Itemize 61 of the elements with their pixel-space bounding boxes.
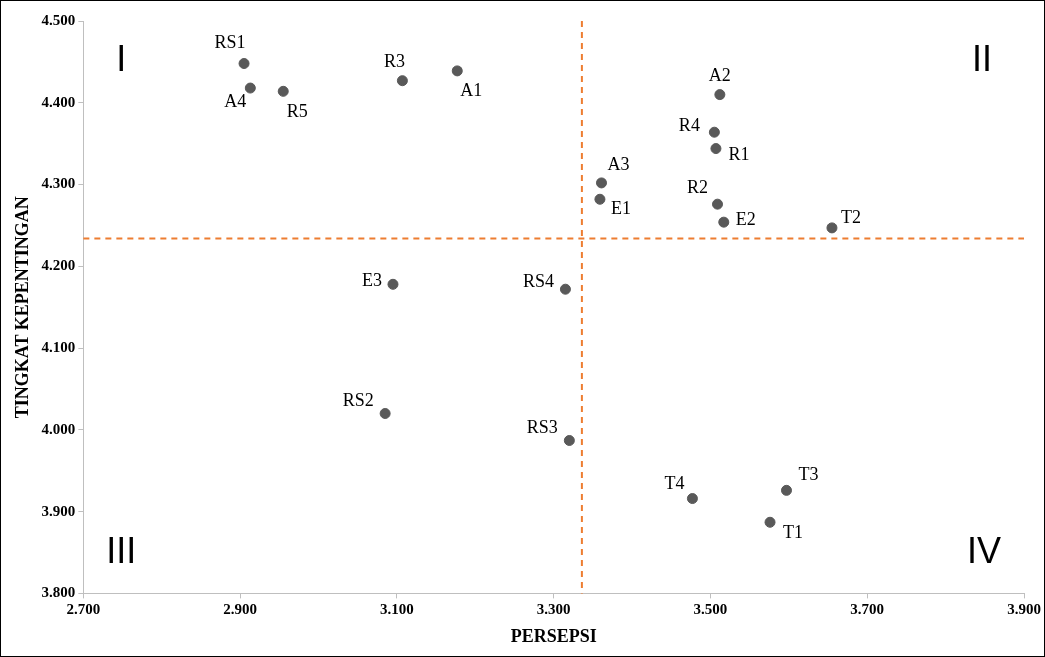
y-tick-label: 3.800 <box>41 584 76 601</box>
point <box>708 126 720 138</box>
annotation: R2 <box>687 176 709 197</box>
annotation: T1 <box>783 521 804 542</box>
point <box>238 58 250 70</box>
point <box>277 85 289 97</box>
y-tick-label: 4.000 <box>41 420 76 437</box>
annotation: A4 <box>224 90 247 111</box>
point <box>764 516 776 528</box>
point <box>718 216 730 228</box>
annotation: R4 <box>678 114 700 135</box>
point <box>594 193 606 205</box>
point <box>559 283 571 295</box>
x-tick-label: 3.700 <box>850 601 885 618</box>
point <box>563 434 575 446</box>
annotation: II <box>971 37 993 79</box>
point <box>595 177 607 189</box>
point <box>387 278 399 290</box>
point <box>396 75 408 87</box>
annotation: T2 <box>840 206 861 227</box>
x-tick-label: 2.700 <box>66 601 101 618</box>
annotation: I <box>116 37 127 79</box>
annotation: T3 <box>798 464 819 485</box>
x-tick-label: 2.900 <box>223 601 257 618</box>
annotation: III <box>106 530 137 572</box>
point <box>826 222 838 234</box>
x-tick-label: 3.100 <box>380 601 414 618</box>
y-tick-label: 4.100 <box>41 338 76 355</box>
y-axis-title: TINGKAT KEPENTINGAN <box>12 196 33 419</box>
point <box>686 493 698 505</box>
x-tick-label: 3.900 <box>1007 601 1041 618</box>
annotation: RS2 <box>342 390 374 411</box>
y-tick-label: 4.300 <box>41 175 76 192</box>
annotation: RS1 <box>214 32 246 53</box>
point <box>712 198 724 210</box>
annotation: R5 <box>286 101 308 122</box>
point <box>451 65 463 77</box>
annotation: T4 <box>664 473 685 494</box>
annotation: RS3 <box>526 417 558 438</box>
point <box>710 143 722 155</box>
x-tick-label: 3.300 <box>536 601 571 618</box>
point <box>780 484 792 496</box>
annotation: RS4 <box>522 270 554 291</box>
annotation: IV <box>966 530 1002 572</box>
y-tick-label: 4.500 <box>41 11 76 28</box>
x-axis-title: PERSEPSI <box>510 625 597 646</box>
annotation: E3 <box>361 270 382 291</box>
annotation: A2 <box>708 65 731 86</box>
x-tick-label: 3.500 <box>693 601 728 618</box>
annotation: E1 <box>610 198 631 218</box>
annotation: A3 <box>607 153 630 174</box>
point <box>714 89 726 101</box>
y-tick-label: 3.900 <box>41 502 76 519</box>
y-tick-label: 4.400 <box>41 93 76 110</box>
annotation: A1 <box>460 79 483 100</box>
point <box>244 82 256 94</box>
annotation: R3 <box>383 51 405 72</box>
y-tick-label: 4.200 <box>41 257 76 274</box>
annotation: E2 <box>735 208 756 229</box>
annotation: R1 <box>728 144 750 165</box>
point <box>379 408 391 419</box>
